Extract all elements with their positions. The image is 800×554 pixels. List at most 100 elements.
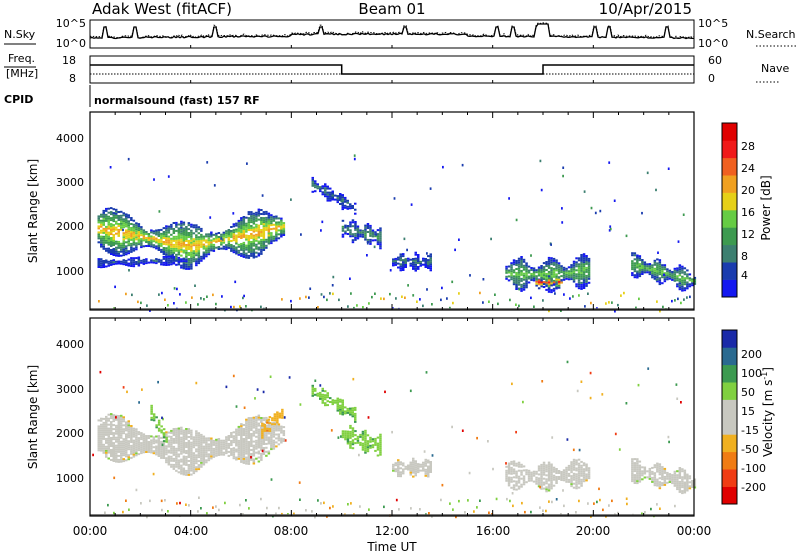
power-cell: [122, 218, 125, 221]
velocity-cell: [369, 436, 372, 439]
velocity-cell: [326, 404, 329, 407]
velocity-cell: [150, 416, 153, 419]
velocity-cell: [160, 442, 163, 445]
velocity-cell: [107, 441, 110, 444]
velocity-cell: [668, 477, 672, 480]
power-cell: [550, 275, 553, 278]
velocity-cell: [130, 441, 133, 443]
power-colorbar-tick-12: 12: [741, 228, 755, 241]
velocity-cell: [691, 484, 694, 486]
velocity-cell: [135, 444, 138, 447]
velocity-cell: [120, 418, 123, 421]
velocity-cell: [225, 442, 228, 445]
power-cell: [572, 280, 576, 283]
velocity-cell: [545, 464, 548, 467]
power-cell: [656, 262, 659, 265]
velocity-cell: [575, 485, 578, 488]
power-cell: [177, 263, 181, 266]
power-cell: [235, 224, 238, 227]
power-clutter-cell: [548, 309, 550, 313]
velocity-cell: [262, 435, 266, 437]
velocity-cell: [212, 443, 216, 446]
power-cell: [688, 285, 692, 288]
power-cell: [585, 276, 588, 279]
velocity-cell: [681, 480, 684, 483]
velocity-cell: [257, 440, 261, 443]
velocity-cell: [555, 480, 558, 482]
velocity-cell: [132, 445, 136, 448]
velocity-cell: [245, 430, 248, 433]
velocity-cell: [414, 472, 417, 475]
velocity-cell: [412, 475, 415, 478]
power-cell: [157, 245, 161, 247]
power-cell: [240, 237, 243, 239]
power-cell: [376, 239, 380, 242]
velocity-cell: [402, 470, 405, 473]
velocity-cell: [102, 421, 105, 424]
velocity-cell: [673, 472, 677, 475]
velocity-cell: [160, 446, 163, 449]
velocity-cell: [575, 463, 578, 466]
power-cell: [135, 242, 138, 245]
velocity-cell: [691, 486, 694, 488]
power-cell: [547, 266, 551, 269]
velocity-cell: [572, 466, 576, 469]
freq-panel: [89, 55, 695, 84]
power-cell: [557, 266, 561, 269]
power-cell: [225, 230, 228, 233]
power-cell: [404, 266, 407, 268]
velocity-cell: [247, 447, 251, 449]
power-cell: [175, 257, 178, 260]
velocity-cell: [160, 444, 163, 447]
velocity-cell: [105, 439, 108, 442]
velocity-cell: [122, 450, 125, 453]
power-cell: [341, 196, 344, 199]
power-cell: [267, 220, 271, 223]
power-cell: [542, 278, 546, 280]
velocity-cell: [197, 452, 201, 455]
velocity-cell: [127, 458, 130, 461]
velocity-cell: [658, 481, 662, 484]
power-cell: [140, 259, 143, 262]
power-cell: [100, 262, 103, 265]
velocity-cell: [237, 427, 241, 430]
power-cell: [165, 233, 168, 236]
velocity-cell: [562, 477, 566, 480]
velocity-cell: [349, 424, 352, 427]
power-cell: [260, 246, 263, 249]
velocity-cell: [270, 440, 273, 443]
power-cell: [351, 241, 355, 244]
velocity-cell: [580, 464, 583, 467]
power-cell: [167, 231, 171, 234]
power-cell: [525, 284, 528, 287]
velocity-cell: [120, 432, 123, 435]
power-cell: [257, 234, 261, 237]
power-cell: [580, 273, 583, 276]
power-cell: [250, 252, 253, 255]
velocity-cell: [240, 445, 243, 447]
power-cell: [172, 258, 176, 261]
velocity-colorbar-step: [722, 347, 737, 366]
power-cell: [522, 288, 526, 291]
velocity-cell: [560, 471, 563, 473]
power-cell: [354, 223, 357, 225]
power-cell: [165, 227, 168, 230]
power-clutter-cell: [185, 301, 187, 304]
velocity-cell: [230, 453, 233, 456]
velocity-scatter-cell: [319, 384, 322, 387]
power-cell: [182, 261, 186, 264]
power-cell: [125, 251, 128, 254]
cpid-program: normalsound (fast) 157 RF: [94, 94, 260, 107]
velocity-cell: [580, 460, 583, 463]
velocity-cell: [110, 425, 113, 428]
power-cell: [102, 239, 105, 242]
velocity-cell: [155, 416, 158, 419]
power-cell: [180, 244, 183, 247]
velocity-cell: [190, 455, 193, 458]
velocity-cell: [265, 434, 268, 437]
velocity-cell: [187, 442, 191, 444]
power-cell: [364, 232, 367, 235]
power-cell: [187, 222, 191, 225]
power-cell: [160, 240, 163, 243]
power-cell: [267, 216, 271, 219]
